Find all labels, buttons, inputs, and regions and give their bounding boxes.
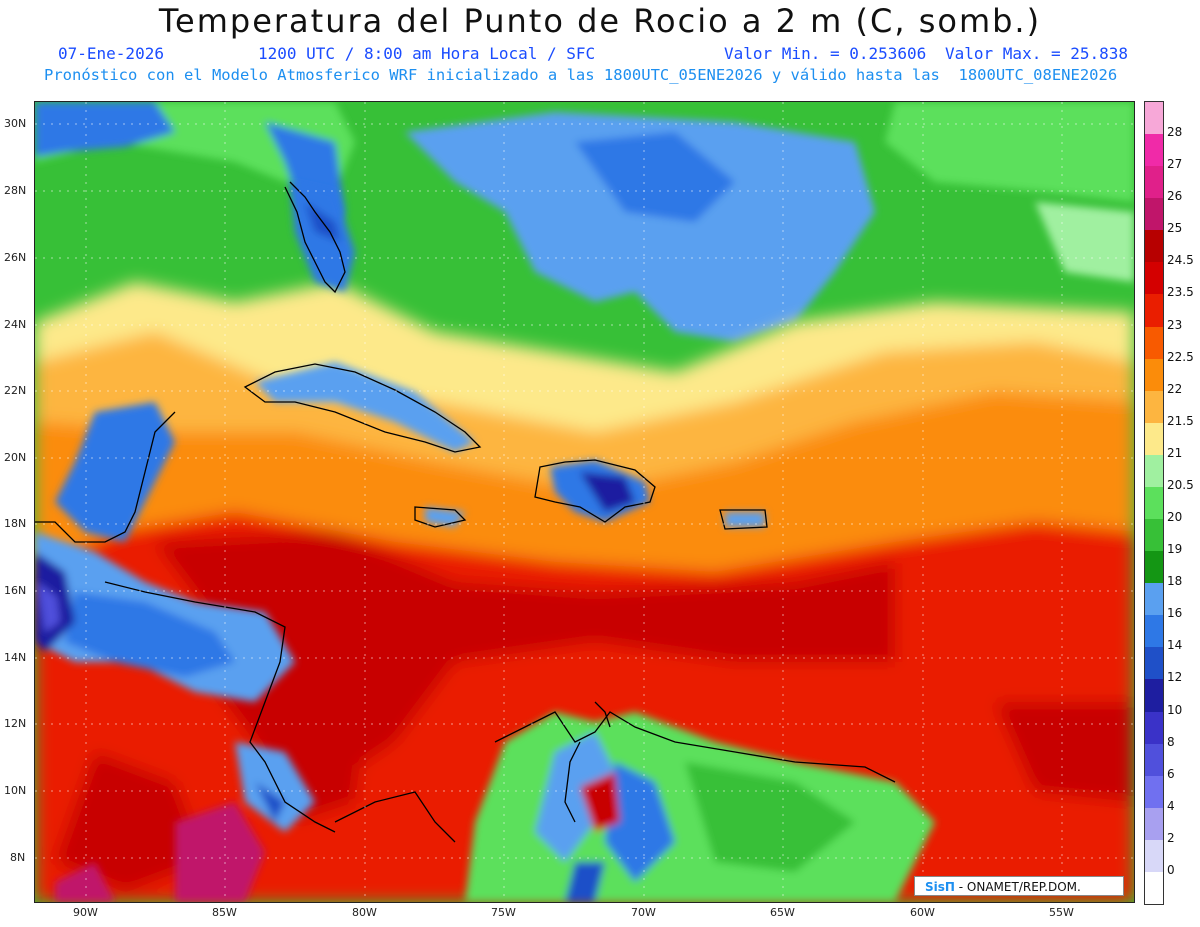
lon-label: 75W <box>491 906 516 919</box>
lat-label: 8N <box>10 851 26 864</box>
colorbar-label: 25 <box>1167 221 1183 236</box>
lat-label: 24N <box>4 318 27 331</box>
lat-label: 26N <box>4 251 27 264</box>
colorbar-label: 0 <box>1167 862 1175 877</box>
colorbar-segment <box>1145 166 1163 199</box>
colorbar-label: 21 <box>1167 445 1183 460</box>
colorbar-segment <box>1145 358 1163 392</box>
dewpoint-field <box>35 102 1134 902</box>
lat-label: 28N <box>4 184 27 197</box>
colorbar-label: 27 <box>1167 157 1183 172</box>
colorbar-segment <box>1145 326 1163 360</box>
colorbar-segment <box>1145 807 1163 841</box>
colorbar-segment <box>1145 102 1163 135</box>
colorbar-segment <box>1145 615 1163 648</box>
lon-label: 60W <box>910 906 935 919</box>
colorbar-segment <box>1145 262 1163 295</box>
colorbar-segment <box>1145 647 1163 680</box>
lat-label: 14N <box>4 651 27 664</box>
lat-label: 16N <box>4 584 27 597</box>
sispi-logo: SisΠ <box>925 880 955 894</box>
lat-label: 10N <box>4 784 27 797</box>
colorbar-segment <box>1145 294 1163 328</box>
lon-label: 65W <box>770 906 795 919</box>
colorbar-label: 23 <box>1167 317 1183 332</box>
colorbar-segment <box>1145 679 1163 713</box>
map-title: Temperatura del Punto de Rocio a 2 m (C,… <box>158 2 1042 40</box>
colorbar-segment <box>1145 839 1163 873</box>
colorbar-label: 28 <box>1167 125 1183 140</box>
colorbar-label: 2 <box>1167 830 1175 845</box>
colorbar-label: 22 <box>1167 381 1183 396</box>
colorbar-segment <box>1145 519 1163 552</box>
colorbar-label: 23.5 <box>1167 285 1194 300</box>
colorbar-segment <box>1145 743 1163 777</box>
lon-label: 55W <box>1049 906 1074 919</box>
colorbar-segment <box>1145 775 1163 809</box>
colorbar-segment <box>1145 711 1163 745</box>
colorbar-label: 19 <box>1167 542 1183 557</box>
lon-label: 90W <box>73 906 98 919</box>
colorbar-segment <box>1145 583 1163 616</box>
model-info: Pronóstico con el Modelo Atmosferico WRF… <box>44 66 1118 84</box>
colorbar-label: 21.5 <box>1167 413 1194 428</box>
colorbar-label: 14 <box>1167 638 1183 653</box>
lon-label: 85W <box>212 906 237 919</box>
colorbar-label: 4 <box>1167 798 1175 813</box>
colorbar-segment <box>1145 871 1163 905</box>
lat-label: 22N <box>4 384 27 397</box>
colorbar-label: 8 <box>1167 734 1175 749</box>
min-value: Valor Min. = 0.253606 <box>724 44 927 63</box>
colorbar-label: 24.5 <box>1167 253 1194 268</box>
credit-box: SisΠ - ONAMET/REP.DOM. <box>914 876 1124 896</box>
colorbar-label: 16 <box>1167 606 1183 621</box>
colorbar-segment <box>1145 422 1163 456</box>
colorbar-label: 20 <box>1167 510 1183 525</box>
colorbar-segment <box>1145 486 1163 520</box>
lon-label: 70W <box>631 906 656 919</box>
lon-label: 80W <box>352 906 377 919</box>
colorbar-segment <box>1145 454 1163 488</box>
colorbar-label: 18 <box>1167 574 1183 589</box>
lat-label: 12N <box>4 717 27 730</box>
colorbar-label: 6 <box>1167 766 1175 781</box>
lat-label: 18N <box>4 517 27 530</box>
colorbar-label: 26 <box>1167 189 1183 204</box>
colorbar <box>1144 101 1164 905</box>
valid-date: 07-Ene-2026 <box>58 44 164 63</box>
colorbar-segment <box>1145 230 1163 263</box>
colorbar-label: 20.5 <box>1167 477 1194 492</box>
colorbar-segment <box>1145 390 1163 424</box>
dewpoint-map[interactable] <box>34 101 1135 903</box>
colorbar-label: 12 <box>1167 670 1183 685</box>
lat-label: 30N <box>4 117 27 130</box>
max-value: Valor Max. = 25.838 <box>945 44 1129 63</box>
colorbar-label: 10 <box>1167 702 1183 717</box>
credit-text: - ONAMET/REP.DOM. <box>958 880 1081 894</box>
colorbar-segment <box>1145 551 1163 584</box>
valid-time: 1200 UTC / 8:00 am Hora Local / SFC <box>258 44 596 63</box>
colorbar-segment <box>1145 198 1163 231</box>
lat-label: 20N <box>4 451 27 464</box>
colorbar-segment <box>1145 134 1163 167</box>
colorbar-label: 22.5 <box>1167 349 1194 364</box>
